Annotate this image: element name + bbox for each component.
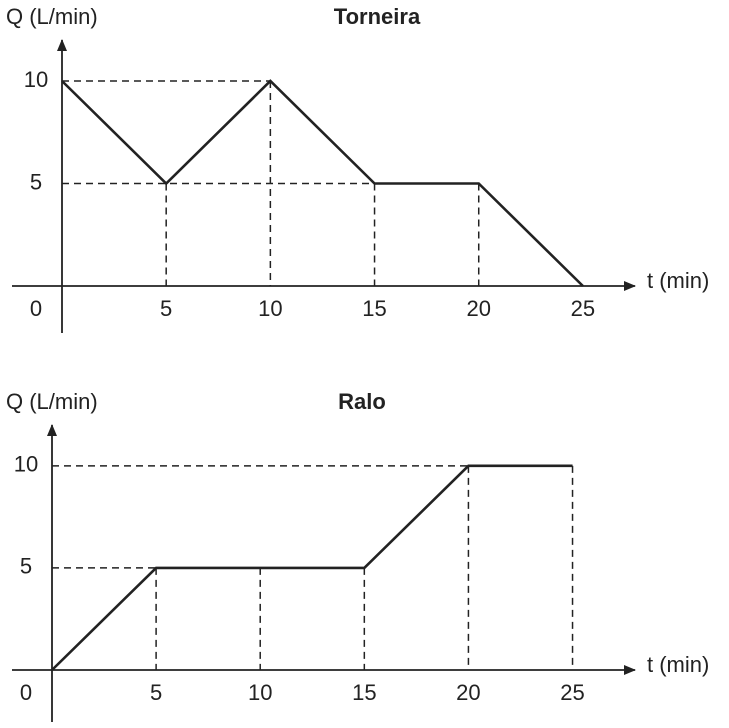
y-tick-label: 5: [20, 554, 32, 579]
chart-title: Torneira: [334, 4, 421, 29]
y-axis-label: Q (L/min): [6, 4, 98, 29]
data-line: [61, 79, 584, 287]
x-axis-label: t (min): [647, 652, 709, 677]
x-tick-label: 0: [30, 296, 42, 321]
x-tick-label: 25: [571, 296, 595, 321]
x-tick-label: 20: [466, 296, 490, 321]
x-tick-label: 0: [20, 680, 32, 705]
x-tick-label: 5: [160, 296, 172, 321]
x-tick-label: 5: [150, 680, 162, 705]
y-tick-label: 10: [14, 452, 38, 477]
x-tick-label: 15: [362, 296, 386, 321]
data-line: [51, 464, 573, 671]
y-axis-label: Q (L/min): [6, 389, 98, 414]
x-axis-label: t (min): [647, 268, 709, 293]
x-tick-label: 25: [560, 680, 584, 705]
x-tick-label: 10: [258, 296, 282, 321]
x-tick-label: 20: [456, 680, 480, 705]
chart-title: Ralo: [338, 389, 386, 414]
x-tick-label: 15: [352, 680, 376, 705]
x-tick-label: 10: [248, 680, 272, 705]
y-tick-label: 10: [24, 67, 48, 92]
y-tick-label: 5: [30, 169, 42, 194]
